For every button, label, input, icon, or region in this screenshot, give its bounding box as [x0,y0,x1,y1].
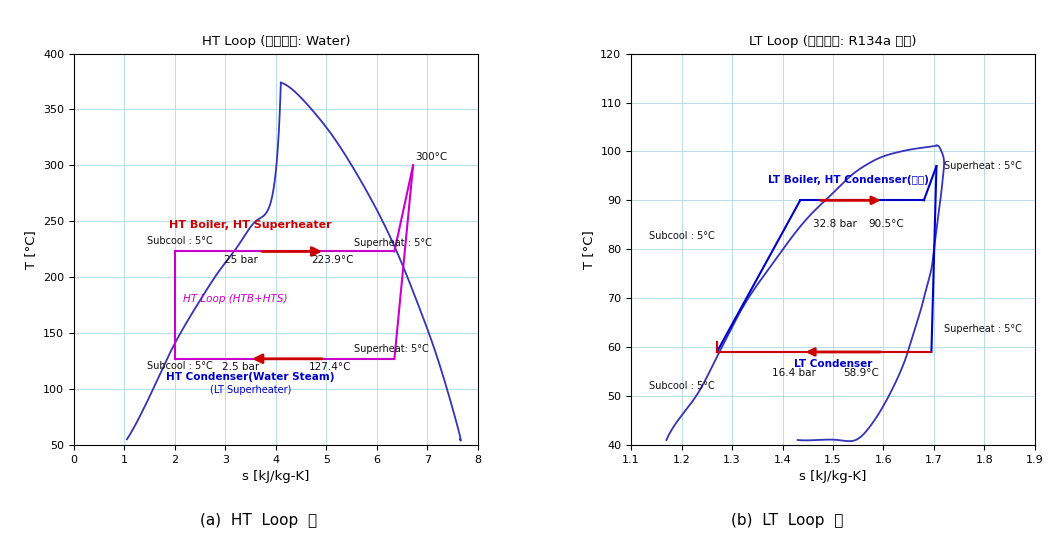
Text: 16.4 bar: 16.4 bar [772,368,816,378]
Text: (b)  LT  Loop  측: (b) LT Loop 측 [731,513,843,528]
Y-axis label: T [°C]: T [°C] [582,230,595,269]
Text: 90.5°C: 90.5°C [868,219,904,229]
Text: Subcool : 5°C: Subcool : 5°C [147,361,213,371]
Text: Superheat: 5°C: Superheat: 5°C [354,344,429,354]
Text: HT Loop (HTB+HTS): HT Loop (HTB+HTS) [183,294,287,304]
Text: (LT Superheater): (LT Superheater) [210,385,291,396]
Text: 25 bar: 25 bar [224,255,258,265]
Text: Superheat : 5°C: Superheat : 5°C [944,161,1022,170]
Text: Subcool : 5°C: Subcool : 5°C [648,381,715,391]
Text: (a)  HT  Loop  측: (a) HT Loop 측 [201,513,317,528]
Text: 223.9°C: 223.9°C [312,255,354,265]
Text: 2.5 bar: 2.5 bar [222,362,259,372]
Text: HT Condenser(Water Steam): HT Condenser(Water Steam) [166,372,335,382]
Text: LT Condenser: LT Condenser [794,359,872,369]
Title: HT Loop (작동유체: Water): HT Loop (작동유체: Water) [202,35,350,48]
Text: 300°C: 300°C [416,152,448,162]
Title: LT Loop (작동유체: R134a 냉매): LT Loop (작동유체: R134a 냉매) [750,35,917,48]
Text: Superheat : 5°C: Superheat : 5°C [354,238,432,248]
Text: 58.9°C: 58.9°C [843,368,879,378]
Text: Subcool : 5°C: Subcool : 5°C [648,232,715,241]
Text: HT Boiler, HT Superheater: HT Boiler, HT Superheater [169,220,332,230]
Text: Superheat : 5°C: Superheat : 5°C [944,324,1022,334]
X-axis label: s [kJ/kg-K]: s [kJ/kg-K] [242,470,309,483]
Text: Subcool : 5°C: Subcool : 5°C [147,236,213,245]
X-axis label: s [kJ/kg-K]: s [kJ/kg-K] [799,470,867,483]
Text: 127.4°C: 127.4°C [308,362,351,372]
Y-axis label: T [°C]: T [°C] [24,230,38,269]
Text: 32.8 bar: 32.8 bar [813,219,856,229]
Text: LT Boiler, HT Condenser(냉매): LT Boiler, HT Condenser(냉매) [768,175,928,185]
